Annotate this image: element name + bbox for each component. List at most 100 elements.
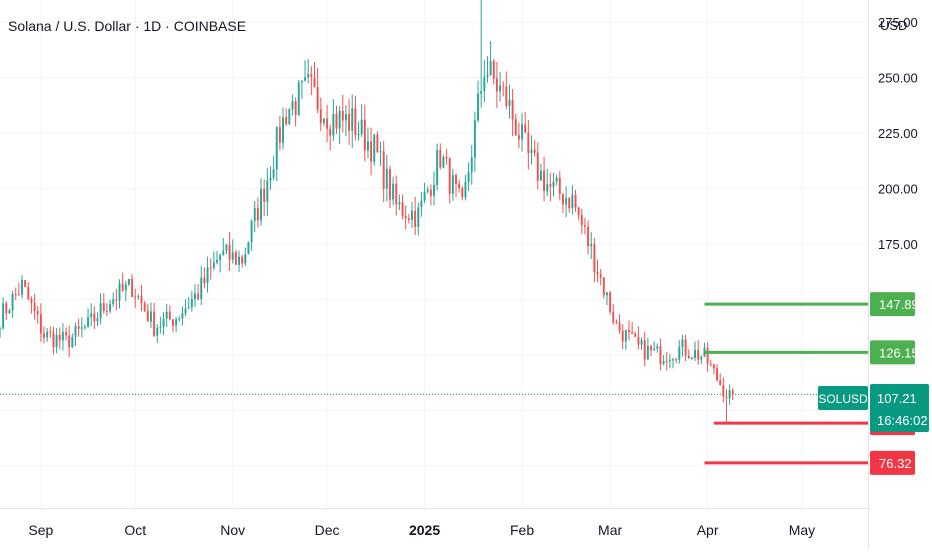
candle[interactable] <box>52 326 55 355</box>
candle[interactable] <box>83 324 86 331</box>
candle[interactable] <box>609 291 612 315</box>
candle[interactable] <box>14 287 17 300</box>
candle[interactable] <box>672 357 674 369</box>
candle[interactable] <box>216 250 218 265</box>
candle[interactable] <box>55 328 58 354</box>
candle[interactable] <box>700 355 703 365</box>
candle[interactable] <box>640 337 643 350</box>
candle[interactable] <box>121 272 124 292</box>
candle[interactable] <box>543 156 546 202</box>
candle[interactable] <box>458 179 461 193</box>
candle[interactable] <box>285 108 288 127</box>
candle[interactable] <box>492 58 495 85</box>
candle[interactable] <box>181 306 184 326</box>
candle[interactable] <box>8 308 11 314</box>
candle[interactable] <box>499 71 502 102</box>
candle[interactable] <box>282 107 285 150</box>
candle[interactable] <box>505 71 508 110</box>
candle[interactable] <box>524 112 527 134</box>
candle[interactable] <box>697 340 700 365</box>
candle[interactable] <box>502 81 505 97</box>
candle[interactable] <box>398 194 401 211</box>
candle[interactable] <box>203 267 206 289</box>
candle[interactable] <box>307 59 310 84</box>
candle[interactable] <box>486 56 489 83</box>
candle[interactable] <box>105 303 108 317</box>
candle[interactable] <box>439 143 442 170</box>
candle[interactable] <box>335 105 338 134</box>
candle[interactable] <box>483 59 486 103</box>
candle[interactable] <box>49 326 52 338</box>
candle[interactable] <box>388 165 391 209</box>
candle[interactable] <box>433 171 435 206</box>
candle[interactable] <box>300 80 303 99</box>
candle[interactable] <box>590 232 593 259</box>
candle[interactable] <box>225 243 228 255</box>
candle[interactable] <box>344 104 347 137</box>
candle[interactable] <box>272 156 275 181</box>
candle[interactable] <box>74 322 77 347</box>
candle[interactable] <box>653 341 656 351</box>
candle[interactable] <box>716 364 719 382</box>
candle[interactable] <box>602 276 605 299</box>
candle[interactable] <box>495 61 498 109</box>
candle[interactable] <box>605 292 608 306</box>
candle[interactable] <box>291 94 294 116</box>
candle[interactable] <box>366 127 369 159</box>
candle[interactable] <box>552 172 555 197</box>
candle[interactable] <box>467 162 470 192</box>
candle[interactable] <box>112 292 115 307</box>
candle[interactable] <box>234 249 237 266</box>
candle[interactable] <box>278 115 281 151</box>
candle[interactable] <box>489 41 492 76</box>
candle[interactable] <box>417 202 420 236</box>
candle[interactable] <box>382 140 385 202</box>
candle[interactable] <box>521 113 524 152</box>
candle[interactable] <box>43 326 46 344</box>
candle[interactable] <box>470 144 473 185</box>
candle[interactable] <box>612 304 615 325</box>
candle[interactable] <box>722 377 725 403</box>
candle[interactable] <box>401 194 404 220</box>
candle[interactable] <box>156 324 159 344</box>
candle[interactable] <box>530 135 533 165</box>
candle[interactable] <box>102 293 105 314</box>
candle[interactable] <box>266 168 269 217</box>
candle[interactable] <box>628 320 630 341</box>
candle[interactable] <box>77 318 80 337</box>
candle[interactable] <box>694 341 697 362</box>
candle[interactable] <box>127 278 130 287</box>
candle[interactable] <box>21 274 23 299</box>
currency-label[interactable]: USD <box>880 18 907 33</box>
candle[interactable] <box>153 303 156 337</box>
candle[interactable] <box>30 296 33 314</box>
candle[interactable] <box>33 293 36 320</box>
candle[interactable] <box>27 282 30 301</box>
candle[interactable] <box>109 299 112 314</box>
candle[interactable] <box>294 97 297 127</box>
candle[interactable] <box>574 189 577 212</box>
candle[interactable] <box>451 168 454 201</box>
candle[interactable] <box>146 303 149 322</box>
candlestick-series[interactable] <box>0 0 734 422</box>
candle[interactable] <box>363 104 366 162</box>
candle[interactable] <box>36 306 39 324</box>
candle[interactable] <box>351 94 354 148</box>
candle[interactable] <box>288 108 291 126</box>
candle[interactable] <box>379 141 382 166</box>
candle[interactable] <box>24 280 27 288</box>
candle[interactable] <box>326 104 329 143</box>
candle[interactable] <box>429 184 432 206</box>
candle[interactable] <box>319 97 322 131</box>
candle[interactable] <box>194 284 196 307</box>
candle[interactable] <box>134 288 137 308</box>
candle[interactable] <box>206 256 209 293</box>
candle[interactable] <box>90 303 93 327</box>
candle[interactable] <box>571 185 574 215</box>
candle[interactable] <box>464 175 467 201</box>
candle[interactable] <box>212 251 215 271</box>
candle[interactable] <box>665 352 668 371</box>
candle[interactable] <box>58 327 61 350</box>
candle[interactable] <box>260 178 263 226</box>
